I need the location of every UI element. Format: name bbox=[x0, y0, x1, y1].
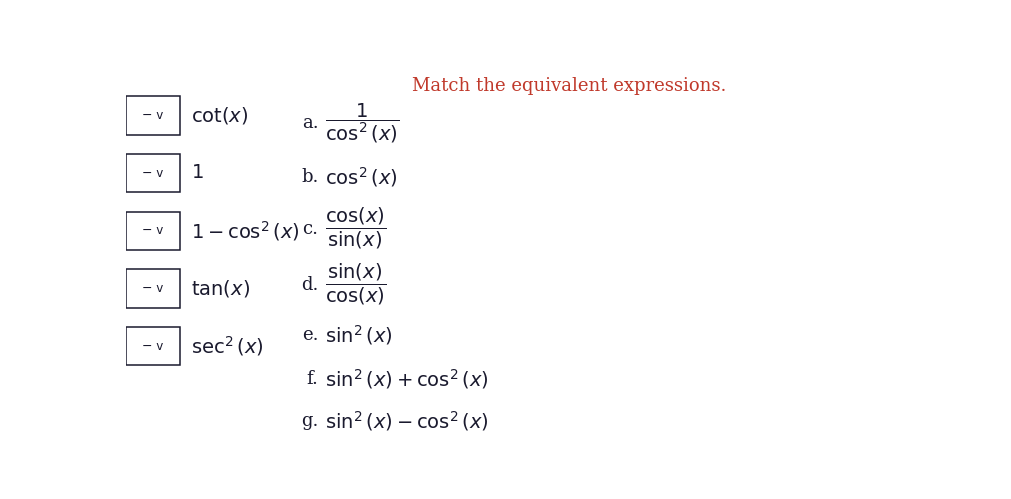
Text: g.: g. bbox=[301, 412, 318, 430]
FancyBboxPatch shape bbox=[126, 269, 180, 308]
FancyBboxPatch shape bbox=[126, 212, 180, 250]
Text: b.: b. bbox=[301, 168, 318, 186]
Text: $1$: $1$ bbox=[191, 164, 203, 182]
Text: $\tan(x)$: $\tan(x)$ bbox=[191, 278, 250, 299]
FancyBboxPatch shape bbox=[126, 154, 180, 193]
Text: Match the equivalent expressions.: Match the equivalent expressions. bbox=[411, 77, 726, 95]
Text: $-\ \mathtt{v}$: $-\ \mathtt{v}$ bbox=[142, 109, 165, 122]
Text: $-\ \mathtt{v}$: $-\ \mathtt{v}$ bbox=[142, 225, 165, 238]
Text: f.: f. bbox=[306, 370, 318, 388]
Text: $\dfrac{1}{\cos^2(x)}$: $\dfrac{1}{\cos^2(x)}$ bbox=[325, 101, 398, 145]
Text: $\sin^2(x)$: $\sin^2(x)$ bbox=[325, 323, 392, 346]
Text: $\cos^2(x)$: $\cos^2(x)$ bbox=[325, 165, 397, 189]
Text: $\dfrac{\sin(x)}{\cos(x)}$: $\dfrac{\sin(x)}{\cos(x)}$ bbox=[325, 262, 386, 307]
Text: d.: d. bbox=[301, 275, 318, 293]
Text: $\sin^2(x) - \cos^2(x)$: $\sin^2(x) - \cos^2(x)$ bbox=[325, 409, 488, 433]
FancyBboxPatch shape bbox=[126, 327, 180, 365]
Text: $-\ \mathtt{v}$: $-\ \mathtt{v}$ bbox=[142, 340, 165, 353]
Text: $\sin^2(x) + \cos^2(x)$: $\sin^2(x) + \cos^2(x)$ bbox=[325, 367, 488, 391]
Text: $\cot(x)$: $\cot(x)$ bbox=[191, 105, 248, 126]
Text: $-\ \mathtt{v}$: $-\ \mathtt{v}$ bbox=[142, 282, 165, 295]
Text: e.: e. bbox=[302, 326, 318, 344]
Text: $\sec^2(x)$: $\sec^2(x)$ bbox=[191, 334, 263, 358]
Text: $-\ \mathtt{v}$: $-\ \mathtt{v}$ bbox=[142, 167, 165, 180]
FancyBboxPatch shape bbox=[126, 96, 180, 135]
Text: c.: c. bbox=[302, 220, 318, 238]
Text: $\dfrac{\cos(x)}{\sin(x)}$: $\dfrac{\cos(x)}{\sin(x)}$ bbox=[325, 207, 386, 251]
Text: a.: a. bbox=[301, 114, 318, 132]
Text: $1 - \cos^2(x)$: $1 - \cos^2(x)$ bbox=[191, 219, 299, 243]
